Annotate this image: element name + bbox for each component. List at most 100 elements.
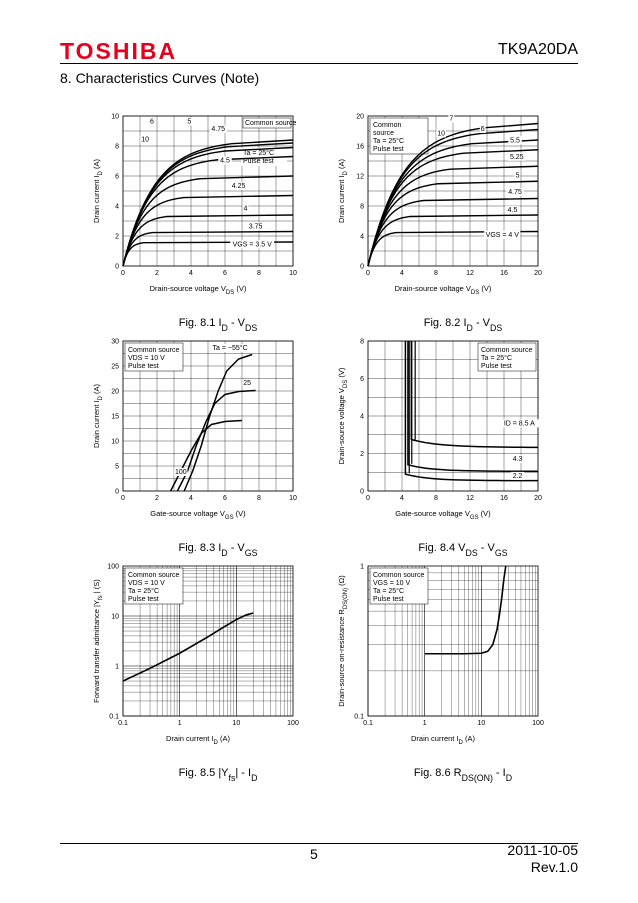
fig84-xtick: 16 [500, 495, 508, 502]
fig81-series-line [122, 155, 294, 267]
fig84-xlabel: Gate-source voltage VGS (V) [395, 509, 491, 521]
fig84-legend-entry: Pulse test [481, 363, 512, 370]
fig83-xtick: 2 [155, 495, 159, 502]
fig85-caption: Fig. 8.5 |Yfs| - ID [179, 767, 258, 783]
fig83-ytick: 0 [115, 489, 119, 496]
chart-fig-8-5: 0.1 1 10 100 0.1 1 10 100 Drain current ID (A) Fo… [85, 560, 315, 790]
section-title: 8. Characteristics Curves (Note) [60, 70, 260, 86]
fig86-svg: 0.1 1 10 100 0.1 1 Drain current ID (A) Drain-s… [337, 564, 544, 784]
fig81-legend-entry: Pulse test [243, 158, 274, 165]
fig81-series-label: 4.5 [220, 158, 230, 165]
fig81-ytick: 0 [115, 264, 119, 271]
fig83-xtick: 8 [257, 495, 261, 502]
fig84-legend-entry: Ta = 25°C [481, 354, 512, 362]
fig82-xtick: 8 [434, 270, 438, 277]
fig83-xtick: 10 [289, 495, 297, 502]
fig82-xtick: 12 [466, 270, 474, 277]
fig81-ytick: 2 [115, 234, 119, 241]
fig84-ytick: 8 [360, 339, 364, 346]
fig81-svg: 0 2 4 6 8 10 0 2 4 6 8 10 Drain-source voltage VDS (… [92, 114, 297, 334]
fig81-series-line [122, 214, 294, 267]
fig86-caption: Fig. 8.6 RDS(ON) - ID [414, 767, 512, 783]
fig81-series-label: 3.75 [249, 224, 263, 231]
fig84-svg: 0 4 8 12 16 20 0 2 4 6 8 Gate-source voltage VGS (V… [337, 339, 542, 559]
fig85-ytick: 10 [111, 614, 119, 621]
chart-fig-8-6: 0.1 1 10 100 0.1 1 Drain current ID (A) Drain-s… [330, 560, 560, 790]
fig81-series-label: 4 [243, 206, 247, 213]
chart-fig-8-3: 0 2 4 6 8 10 0 5 10 15 20 25 30 Gate-source voltage V… [85, 335, 315, 565]
fig86-frame [367, 565, 539, 717]
fig82-legend-entry: Common [373, 122, 402, 129]
fig84-series-label: 4.3 [513, 456, 523, 463]
fig81-series-line [122, 241, 294, 267]
fig85-legend-box [124, 567, 184, 605]
fig84-legend-entry: Common source [481, 347, 532, 354]
fig84-xtick: 12 [466, 495, 474, 502]
fig83-legend-box [124, 342, 184, 372]
fig83-xlabel: Gate-source voltage VGS (V) [150, 509, 246, 521]
fig86-xtick: 100 [532, 720, 544, 727]
fig84-frame [367, 340, 539, 492]
fig82-series-label: 5.25 [510, 154, 524, 161]
fig82-series-line [367, 230, 539, 267]
fig84-series-line [407, 341, 539, 473]
fig82-series-label: 7 [449, 116, 453, 123]
fig85-ytick: 1 [115, 664, 119, 671]
footer-divider [60, 843, 578, 844]
fig86-ytick: 0.1 [354, 714, 364, 721]
fig81-xtick: 0 [121, 270, 125, 277]
fig86-legend-entry: Pulse test [373, 596, 404, 603]
fig81-ytick: 6 [115, 174, 119, 181]
fig83-ytick: 15 [111, 414, 119, 421]
fig83-xtick: 0 [121, 495, 125, 502]
fig84-caption: Fig. 8.4 VDS - VGS [418, 542, 507, 558]
fig81-ytick: 4 [115, 204, 119, 211]
fig83-series-line [183, 353, 253, 492]
fig85-series-line [122, 612, 254, 682]
fig84-xtick: 0 [366, 495, 370, 502]
fig85-ytick: 0.1 [109, 714, 119, 721]
fig84-series-label: 2.2 [513, 473, 523, 480]
fig82-ytick: 20 [356, 114, 364, 121]
fig84-xtick: 20 [534, 495, 542, 502]
fig81-caption: Fig. 8.1 ID - VDS [179, 317, 258, 333]
fig83-xtick: 6 [223, 495, 227, 502]
fig83-series-line [176, 389, 256, 492]
fig83-caption: Fig. 8.3 ID - VGS [179, 542, 258, 558]
fig82-xtick: 20 [534, 270, 542, 277]
document-date: 2011-10-05 [507, 842, 578, 858]
chart-fig-8-4: 0 4 8 12 16 20 0 2 4 6 8 Gate-source voltage VGS (V… [330, 335, 560, 565]
fig86-xtick: 1 [423, 720, 427, 727]
fig81-series-line [122, 230, 294, 267]
fig85-xtick: 100 [287, 720, 299, 727]
fig85-svg: 0.1 1 10 100 0.1 1 10 100 Drain current ID (A) Fo… [92, 564, 299, 784]
fig82-series-label: 4.75 [508, 189, 522, 196]
fig84-ytick: 6 [360, 376, 364, 383]
fig82-series-label: 6 [481, 126, 485, 133]
fig83-frame [122, 340, 294, 492]
fig82-series-line [367, 149, 539, 267]
fig84-ytick: 0 [360, 489, 364, 496]
fig86-xtick: 0.1 [363, 720, 373, 727]
fig81-series-label: 10 [141, 137, 149, 144]
fig83-xtick: 4 [189, 495, 193, 502]
fig85-frame [122, 565, 294, 717]
fig83-legend-entry: VDS = 10 V [128, 355, 165, 362]
fig85-xtick: 10 [232, 720, 240, 727]
fig83-series-label: 100 [175, 469, 187, 476]
fig81-ytick: 8 [115, 144, 119, 151]
fig84-xtick: 4 [400, 495, 404, 502]
fig84-series-label: ID = 8.5 A [504, 420, 535, 427]
fig85-legend-entry: Pulse test [128, 596, 159, 603]
fig81-ytick: 10 [111, 114, 119, 121]
fig86-ytick: 1 [360, 564, 364, 571]
fig82-svg: 0 4 8 12 16 20 0 4 8 12 16 20 Drain-source voltage V… [337, 114, 542, 334]
fig82-xtick: 0 [366, 270, 370, 277]
fig84-ylabel: Drain-source voltage VDS (V) [337, 367, 349, 464]
fig85-xtick: 0.1 [118, 720, 128, 727]
fig82-ytick: 4 [360, 234, 364, 241]
fig81-legend-entry: Common source [245, 120, 296, 127]
fig82-series-line [367, 165, 539, 267]
fig82-xtick: 16 [500, 270, 508, 277]
fig86-xlabel: Drain current ID (A) [411, 734, 475, 746]
